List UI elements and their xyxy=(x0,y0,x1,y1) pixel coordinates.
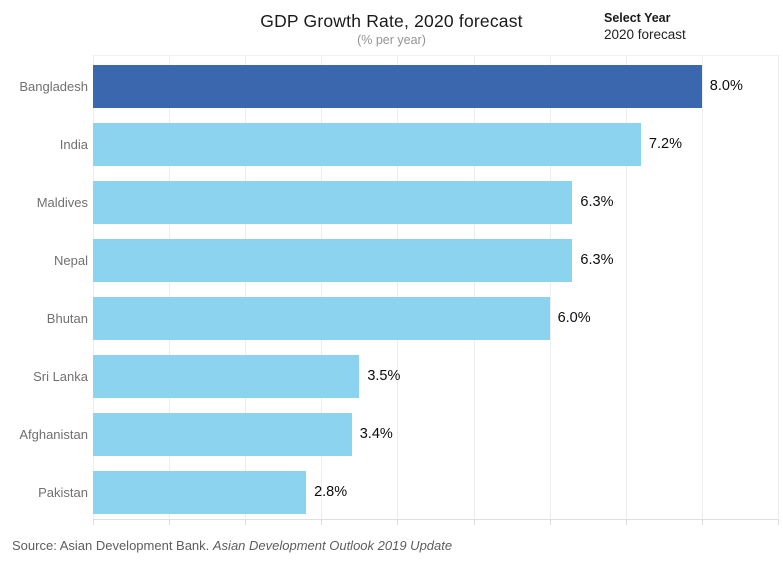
category-label: Maldives xyxy=(36,195,88,210)
gridline-8pct xyxy=(701,55,703,520)
bar[interactable] xyxy=(93,239,573,282)
bar-row-sri-lanka: Sri Lanka 3.5% xyxy=(0,355,783,398)
bar-row-bhutan: Bhutan 6.0% xyxy=(0,297,783,340)
bar-row-pakistan: Pakistan 2.8% xyxy=(0,471,783,514)
axis-tick-5pct xyxy=(473,520,475,525)
axis-tick-8pct xyxy=(701,520,703,525)
value-label: 6.3% xyxy=(580,252,614,268)
source-note: Source: Asian Development Bank. Asian De… xyxy=(12,538,772,553)
category-label: Pakistan xyxy=(38,485,88,500)
gridline-0pct xyxy=(93,55,94,520)
category-label: Sri Lanka xyxy=(33,369,88,384)
axis-tick-7pct xyxy=(625,520,627,525)
value-label: 6.0% xyxy=(557,310,591,326)
axis-tick-4pct xyxy=(397,520,399,525)
category-label: Bhutan xyxy=(46,311,88,326)
value-label: 8.0% xyxy=(709,78,743,94)
chart-subtitle: (% per year) xyxy=(357,33,426,47)
gridline-1pct xyxy=(169,55,171,520)
category-label: Bangladesh xyxy=(19,79,88,94)
axis-tick-2pct xyxy=(245,520,247,525)
chart-title: GDP Growth Rate, 2020 forecast xyxy=(260,11,523,31)
bar-row-nepal: Nepal 6.3% xyxy=(0,239,783,282)
gridline-7pct xyxy=(625,55,627,520)
bar[interactable] xyxy=(93,413,352,456)
bar-row-india: India 7.2% xyxy=(0,123,783,166)
axis-tick-1pct xyxy=(169,520,171,525)
year-selector[interactable]: Select Year 2020 forecast xyxy=(604,11,686,43)
plot-top-border xyxy=(93,55,778,56)
bar[interactable] xyxy=(93,181,573,224)
gridline-9pct xyxy=(777,55,779,520)
value-label: 2.8% xyxy=(314,484,348,500)
bar[interactable] xyxy=(93,297,550,340)
axis-tick-3pct xyxy=(321,520,323,525)
value-label: 6.3% xyxy=(580,194,614,210)
category-label: Nepal xyxy=(54,253,88,268)
gridline-4pct xyxy=(397,55,399,520)
axis-tick-0pct xyxy=(93,520,94,525)
bar-row-afghanistan: Afghanistan 3.4% xyxy=(0,413,783,456)
bar[interactable] xyxy=(93,355,360,398)
bar[interactable] xyxy=(93,65,702,108)
bar[interactable] xyxy=(93,123,641,166)
value-label: 3.4% xyxy=(359,426,393,442)
gridline-5pct xyxy=(473,55,475,520)
bar-row-maldives: Maldives 6.3% xyxy=(0,181,783,224)
bar[interactable] xyxy=(93,471,307,514)
axis-tick-9pct xyxy=(777,520,779,525)
source-publication: Asian Development Outlook 2019 Update xyxy=(212,538,453,553)
category-label: Afghanistan xyxy=(19,427,88,442)
bar-row-bangladesh: Bangladesh 8.0% xyxy=(0,65,783,108)
year-selector-label: Select Year xyxy=(604,11,671,25)
source-text: Source: Asian Development Bank. xyxy=(12,538,213,553)
value-label: 7.2% xyxy=(648,136,682,152)
axis-tick-6pct xyxy=(549,520,551,525)
bar-chart-plot-area: Bangladesh 8.0% India 7.2% Maldives 6.3% Nepal… xyxy=(0,55,783,525)
category-label: India xyxy=(59,137,88,152)
year-selector-value[interactable]: 2020 forecast xyxy=(604,27,686,42)
x-axis-line xyxy=(93,519,778,520)
gridline-3pct xyxy=(321,55,323,520)
value-label: 3.5% xyxy=(367,368,401,384)
gridline-6pct xyxy=(549,55,551,520)
gridline-2pct xyxy=(245,55,247,520)
